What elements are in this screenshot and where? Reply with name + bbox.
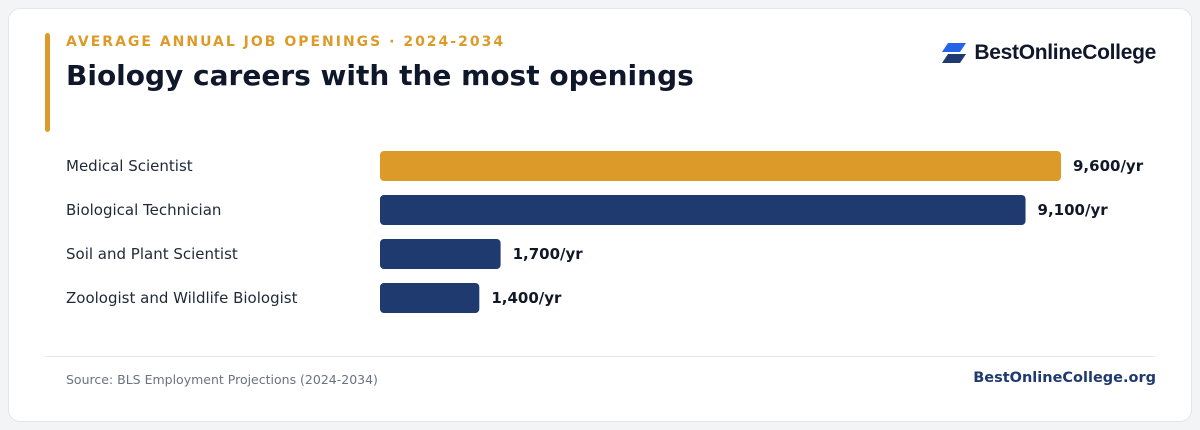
brand-logo-lower-shape [942,54,967,63]
brand-logo: BestOnlineCollege [942,41,1156,65]
footer-divider [45,356,1155,357]
site-link[interactable]: BestOnlineCollege.org [973,370,1156,386]
chart-card: AVERAGE ANNUAL JOB OPENINGS · 2024-2034 … [8,8,1192,422]
value-label: 9,600/yr [1073,157,1144,175]
category-label: Biological Technician [66,201,221,219]
bar [380,195,1026,225]
source-note: Source: BLS Employment Projections (2024… [66,372,378,387]
bar [380,283,480,313]
bar [380,239,501,269]
brand-logo-upper-shape [942,43,967,52]
bar [380,151,1061,181]
brand-name: BestOnlineCollege [974,41,1156,64]
chart-subtitle: AVERAGE ANNUAL JOB OPENINGS · 2024-2034 [66,34,506,50]
category-label: Soil and Plant Scientist [66,245,238,263]
category-label: Zoologist and Wildlife Biologist [66,289,298,307]
brand-logo-icon [942,43,967,63]
value-label: 1,700/yr [513,245,584,263]
category-label: Medical Scientist [66,157,193,175]
bar-chart: Medical Scientist 9,600/yr Biological Tech… [66,151,1144,313]
chart-title: Biology careers with the most openings [66,59,694,92]
value-label: 9,100/yr [1038,201,1109,219]
accent-bar [45,33,50,132]
value-label: 1,400/yr [491,289,562,307]
